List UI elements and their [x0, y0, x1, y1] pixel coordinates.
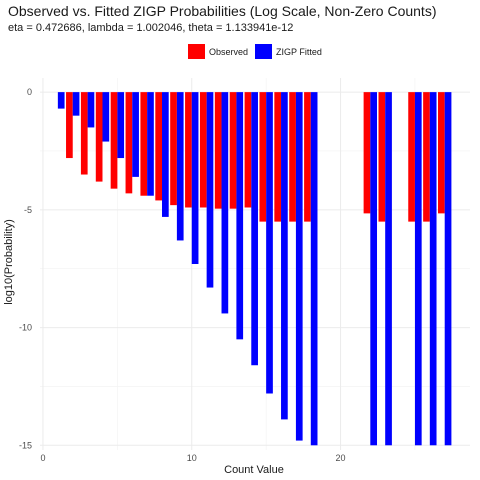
- bar-fitted: [72, 92, 80, 116]
- bar-observed: [259, 92, 267, 222]
- bar-fitted: [221, 92, 229, 314]
- bar-fitted: [444, 92, 452, 446]
- tick-labels: 0 10 20 0 -5 -10 -15: [19, 87, 346, 463]
- bar-observed: [66, 92, 73, 159]
- legend: Observed ZIGP Fitted: [188, 44, 322, 59]
- bar-observed: [80, 92, 88, 175]
- bar-fitted: [429, 92, 437, 446]
- y-tick-label: -5: [24, 205, 32, 215]
- x-tick-label: 0: [40, 453, 45, 463]
- bar-observed: [289, 92, 296, 222]
- bar-observed: [214, 92, 222, 209]
- bar-observed: [185, 92, 192, 208]
- bar-fitted: [117, 92, 125, 159]
- bar-fitted: [236, 92, 244, 340]
- bar-fitted: [266, 92, 273, 394]
- legend-swatch-fitted: [255, 44, 272, 59]
- bar-fitted: [191, 92, 199, 264]
- x-tick-label: 10: [187, 453, 197, 463]
- bars: [57, 92, 452, 446]
- bar-fitted: [87, 92, 95, 128]
- bar-observed: [423, 92, 430, 222]
- bar-observed: [140, 92, 148, 196]
- bar-fitted: [102, 92, 110, 142]
- legend-swatch-observed: [188, 44, 205, 59]
- y-tick-label: 0: [27, 87, 32, 97]
- y-tick-label: -15: [19, 440, 32, 450]
- bar-fitted: [414, 92, 422, 446]
- y-tick-label: -10: [19, 323, 32, 333]
- bar-observed: [125, 92, 133, 194]
- bar-fitted: [251, 92, 258, 366]
- bar-observed: [378, 92, 386, 222]
- x-axis-title: Count Value: [224, 464, 284, 476]
- bar-observed: [170, 92, 177, 206]
- x-tick-label: 20: [336, 453, 346, 463]
- bar-fitted: [176, 92, 184, 241]
- chart-subtitle: eta = 0.472686, lambda = 1.002046, theta…: [8, 22, 294, 34]
- bar-fitted: [281, 92, 288, 420]
- bar-observed: [229, 92, 237, 209]
- bar-fitted: [385, 92, 392, 446]
- bar-observed: [95, 92, 103, 182]
- bar-observed: [274, 92, 282, 222]
- bar-fitted: [295, 92, 303, 441]
- bar-fitted: [162, 92, 169, 217]
- bar-observed: [408, 92, 415, 222]
- bar-observed: [199, 92, 207, 208]
- bar-observed: [110, 92, 118, 189]
- bar-fitted: [147, 92, 154, 196]
- legend-label-observed: Observed: [209, 47, 248, 57]
- bar-observed: [363, 92, 371, 214]
- bar-fitted: [206, 92, 214, 288]
- bar-fitted: [310, 92, 318, 446]
- legend-label-fitted: ZIGP Fitted: [276, 47, 322, 57]
- chart-title: Observed vs. Fitted ZIGP Probabilities (…: [8, 3, 437, 19]
- bar-observed: [155, 92, 163, 201]
- bar-observed: [438, 92, 445, 214]
- bar-fitted: [370, 92, 378, 446]
- y-axis-title: log10(Probability): [3, 219, 15, 305]
- bar-fitted: [57, 92, 65, 109]
- bar-observed: [244, 92, 252, 208]
- bar-fitted: [132, 92, 139, 177]
- bar-observed: [304, 92, 311, 222]
